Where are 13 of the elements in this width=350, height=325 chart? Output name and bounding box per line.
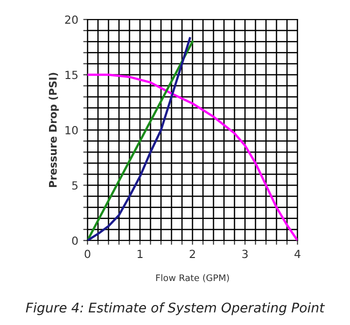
x-tick-label: 4 bbox=[294, 250, 300, 258]
x-tick-label: 2 bbox=[190, 250, 195, 258]
x-tick-label: 3 bbox=[242, 250, 248, 258]
y-axis-title: Pressure Drop (PSI) bbox=[48, 72, 59, 188]
y-tick-label: 20 bbox=[65, 15, 78, 24]
x-tick-label: 0 bbox=[84, 250, 90, 258]
y-tick-label: 0 bbox=[72, 236, 78, 245]
y-tick-label: 10 bbox=[66, 126, 78, 134]
x-tick-label: 1 bbox=[138, 250, 143, 258]
x-axis-title: Flow Rate (GPM) bbox=[156, 274, 229, 282]
y-tick-label: 5 bbox=[72, 181, 78, 190]
caption: Figure 4: Estimate of System Operating Point bbox=[26, 302, 325, 316]
y-tick-label: 15 bbox=[66, 70, 78, 80]
